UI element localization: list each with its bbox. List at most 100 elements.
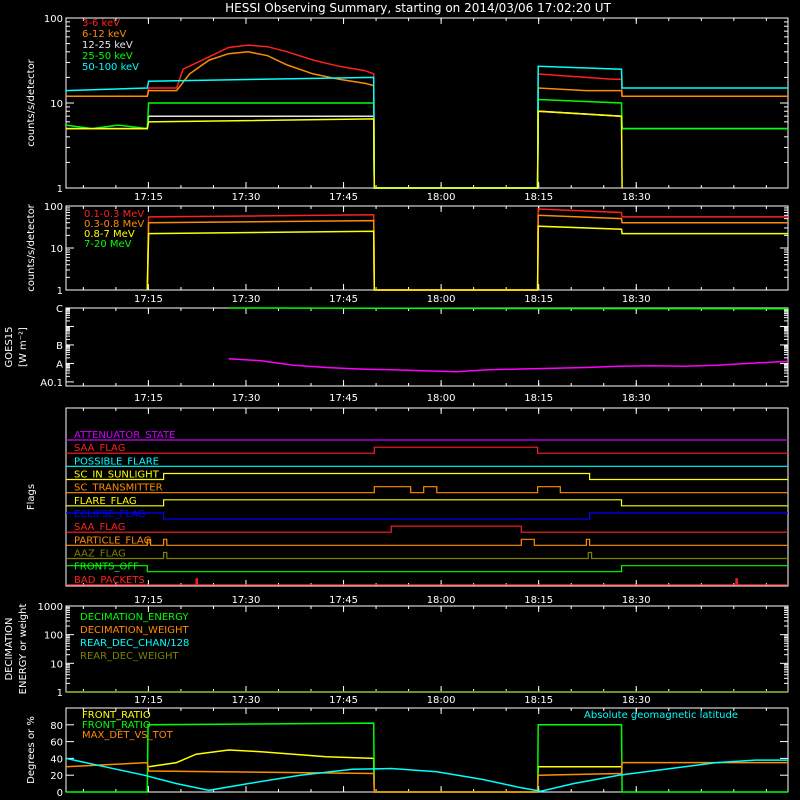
- x-tick-label: 17:45: [329, 595, 358, 606]
- x-tick-label: 18:15: [524, 192, 553, 203]
- legend-entry: 12-25 keV: [82, 40, 133, 51]
- lowenergy-series-4: [65, 65, 788, 189]
- lowenergy-panel: 17:15 17:30 17:45 18:00 18:15 18:30 1 10 100 coun…: [26, 14, 789, 203]
- x-tick-label: 17:30: [232, 294, 261, 305]
- flags-panel: 17:15 17:30 17:45 18:00 18:15 18:30 Flags ATTEN…: [26, 407, 789, 606]
- x-tick-label: 18:30: [622, 294, 651, 305]
- flag-label: BAD_PACKETS: [74, 575, 145, 586]
- legend-entry: 50-100 keV: [82, 62, 139, 73]
- y-tick-label: A0.1: [40, 378, 63, 389]
- goes-series-1: [228, 307, 789, 310]
- y-tick-label: 20: [50, 771, 63, 782]
- legend-entry: FRONT_RATIO: [82, 720, 151, 731]
- y-tick-label: A: [56, 359, 63, 370]
- x-tick-label: 18:15: [524, 294, 553, 305]
- x-tick-label: 18:15: [524, 595, 553, 606]
- legend-entry: REAR_DEC_WEIGHT: [80, 651, 179, 662]
- goes-ylabel2: [W m⁻²]: [18, 327, 29, 367]
- ratios-series-1: [66, 722, 788, 793]
- highenergy-series-1: [146, 214, 788, 291]
- flag-label: SAA_FLAG: [74, 522, 125, 533]
- x-tick-label: 18:00: [427, 192, 456, 203]
- y-tick-label: 100: [44, 14, 63, 25]
- x-tick-label: 17:45: [329, 294, 358, 305]
- flag-line-7: [66, 525, 788, 533]
- x-tick-label: 17:15: [134, 192, 163, 203]
- x-tick-label: 18:30: [622, 192, 651, 203]
- flag-line-4: [66, 486, 788, 494]
- x-tick-label: 17:15: [134, 294, 163, 305]
- flag-label: SAA_FLAG: [74, 443, 125, 454]
- x-tick-label: 17:30: [232, 695, 261, 706]
- y-tick-label: 0: [57, 788, 63, 799]
- flags-frame: [65, 407, 789, 587]
- x-tick-label: 18:15: [524, 695, 553, 706]
- flag-label: AAZ_FLAG: [74, 549, 126, 560]
- ratios-series-0: [148, 749, 622, 793]
- legend-entry: 0.8-7 MeV: [84, 229, 135, 240]
- decimation-ylabel: DECIMATION: [4, 617, 15, 680]
- x-tick-label: 18:00: [427, 294, 456, 305]
- legend-entry: 6-12 keV: [82, 29, 126, 40]
- lowenergy-series-3: [65, 98, 788, 189]
- legend-entry: DECIMATION_ENERGY: [80, 612, 189, 623]
- y-tick-label: 100: [44, 202, 63, 213]
- legend-entry: REAR_DEC_CHAN/128: [80, 638, 189, 649]
- legend-entry: FRONT_RATIO: [82, 710, 151, 721]
- flag-label: SC_IN_SUNLIGHT: [74, 470, 160, 481]
- flag-line-5: [66, 499, 788, 507]
- flag-label: SC_TRANSMITTER: [74, 483, 163, 494]
- highenergy-panel: 17:15 17:30 17:45 18:00 18:15 18:30 1 10 100 coun…: [26, 202, 789, 305]
- y-tick-label: 1: [57, 688, 63, 699]
- flags-ylabel: Flags: [26, 484, 37, 510]
- flag-line-10: [66, 565, 788, 573]
- flag-line-9: [66, 551, 788, 560]
- flag-line-1: [66, 446, 788, 454]
- y-tick-label: 60: [50, 738, 63, 749]
- x-tick-label: 17:30: [232, 192, 261, 203]
- y-tick-label: 1: [57, 184, 63, 195]
- y-tick-label: B: [56, 341, 63, 352]
- highenergy-ylabel: counts/s/detector: [26, 203, 37, 291]
- chart-title: HESSI Observing Summary, starting on 201…: [225, 1, 611, 15]
- x-tick-label: 17:45: [329, 192, 358, 203]
- y-tick-label: 100: [44, 631, 63, 642]
- lowenergy-series-1: [66, 51, 788, 189]
- goes-panel: 17:15 17:30 17:45 18:00 18:15 18:30 A0.1 AB C GOE…: [4, 304, 789, 404]
- x-tick-label: 18:30: [622, 393, 651, 404]
- flag-label: PARTICLE_FLAG: [74, 535, 151, 546]
- lowenergy-series-2: [66, 110, 788, 189]
- goes-ylabel: GOES15: [4, 326, 15, 367]
- y-tick-label: 80: [50, 721, 63, 732]
- flag-label: FRONTS_OFF: [74, 562, 139, 573]
- flag-line-8: [66, 538, 788, 546]
- y-tick-label: C: [56, 304, 63, 315]
- lowenergy-series-5: [66, 110, 623, 189]
- goes-frame: [65, 307, 789, 387]
- lowenergy-series-0: [66, 44, 788, 189]
- x-tick-label: 17:45: [329, 695, 358, 706]
- y-tick-label: 1000: [38, 602, 63, 613]
- decimation-ylabel2: ENERGY or weight: [18, 604, 29, 695]
- x-tick-label: 17:30: [232, 595, 261, 606]
- flag-label: FLARE_FLAG: [74, 496, 137, 507]
- x-tick-label: 18:15: [524, 393, 553, 404]
- ratios-series-3: [65, 757, 788, 792]
- x-tick-label: 18:00: [427, 393, 456, 404]
- legend-entry: 0.3-0.8 MeV: [84, 219, 144, 230]
- legend-entry: 7-20 MeV: [84, 239, 132, 250]
- annotation-label: Absolute geomagnetic latitude: [584, 710, 738, 721]
- x-tick-label: 18:30: [622, 695, 651, 706]
- lowenergy-ylabel: counts/s/detector: [26, 58, 37, 146]
- x-tick-label: 17:15: [134, 695, 163, 706]
- legend-entry: MAX_DET_VS_TOT: [82, 730, 174, 741]
- flag-label: ECLIPSE_FLAG: [74, 509, 145, 520]
- x-tick-label: 17:45: [329, 393, 358, 404]
- x-tick-label: 18:00: [427, 595, 456, 606]
- flag-line-3: [66, 472, 788, 481]
- flag-label: POSSIBLE_FLARE: [74, 456, 159, 467]
- x-tick-label: 18:00: [427, 695, 456, 706]
- flag-line-11: [66, 578, 788, 586]
- y-tick-label: 40: [50, 754, 63, 765]
